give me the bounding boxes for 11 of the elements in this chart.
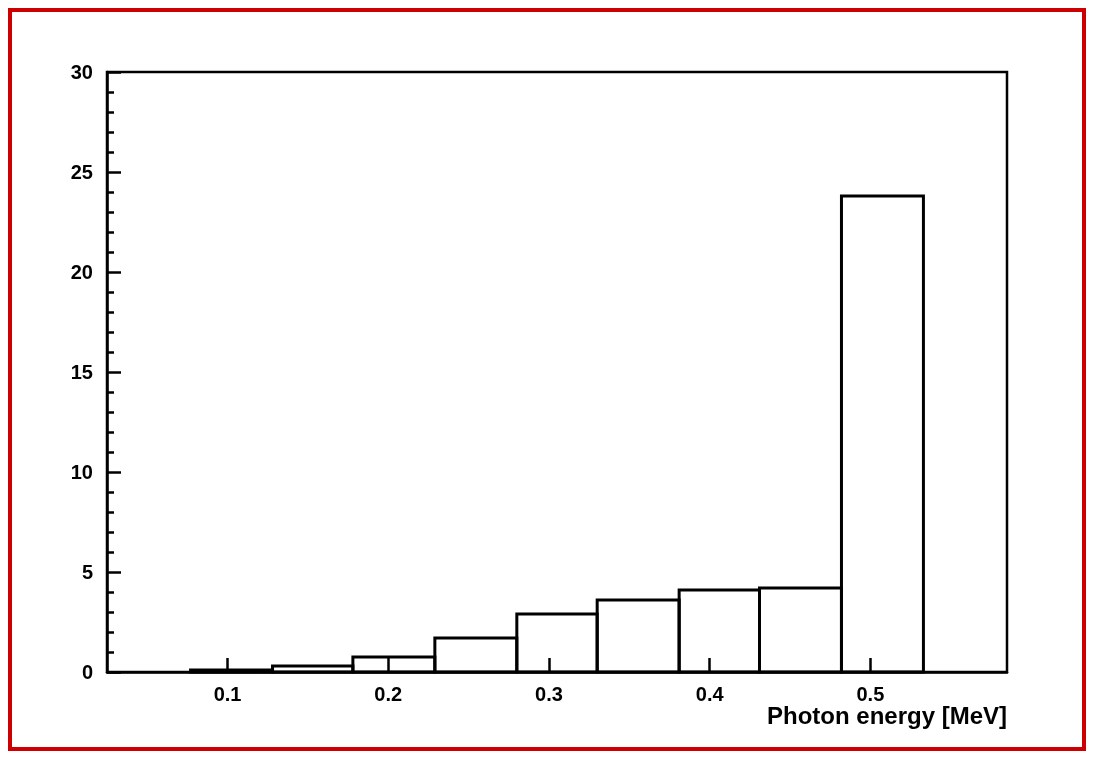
y-tick-label: 10	[70, 461, 93, 483]
y-tick-label: 5	[81, 561, 93, 583]
x-tick-label: 0.4	[695, 683, 725, 705]
x-tick-label: 0.2	[374, 683, 403, 705]
x-tick-label: 0.3	[535, 683, 563, 705]
y-tick-label: 20	[70, 261, 93, 283]
y-tick-label: 30	[70, 61, 93, 83]
x-tick-label: 0.1	[213, 683, 242, 705]
y-tick-label: 25	[70, 161, 93, 183]
y-tick-label: 0	[81, 661, 93, 683]
y-tick-label: 15	[70, 361, 93, 383]
